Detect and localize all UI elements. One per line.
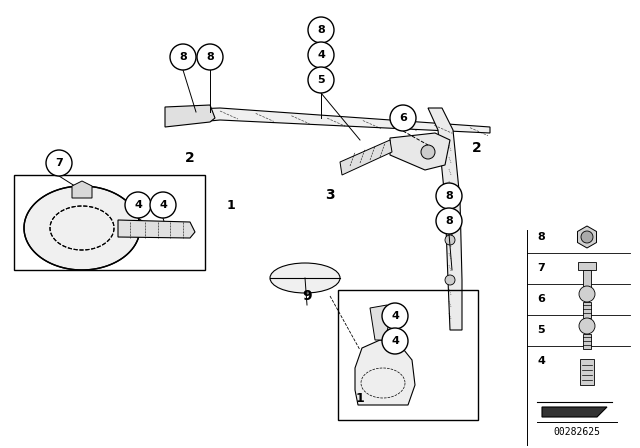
Ellipse shape (24, 186, 140, 270)
Ellipse shape (270, 263, 340, 293)
Text: 5: 5 (537, 325, 545, 335)
Text: 4: 4 (159, 200, 167, 210)
Polygon shape (390, 133, 450, 170)
Circle shape (382, 328, 408, 354)
Circle shape (170, 44, 196, 70)
Text: 6: 6 (399, 113, 407, 123)
Text: 1: 1 (227, 198, 236, 211)
Circle shape (308, 67, 334, 93)
Text: 6: 6 (537, 294, 545, 304)
Circle shape (579, 286, 595, 302)
Circle shape (421, 145, 435, 159)
Text: 3: 3 (325, 188, 335, 202)
Text: 8: 8 (317, 25, 325, 35)
Text: 8: 8 (179, 52, 187, 62)
Text: 4: 4 (317, 50, 325, 60)
Text: 4: 4 (537, 356, 545, 366)
Text: 2: 2 (472, 141, 482, 155)
Text: 8: 8 (206, 52, 214, 62)
Text: 8: 8 (445, 191, 453, 201)
Text: 9: 9 (302, 289, 312, 303)
Text: 5: 5 (317, 75, 325, 85)
Circle shape (445, 275, 455, 285)
Circle shape (125, 192, 151, 218)
Text: 8: 8 (445, 216, 453, 226)
Circle shape (445, 235, 455, 245)
Circle shape (581, 231, 593, 243)
Text: 4: 4 (391, 311, 399, 321)
Text: 4: 4 (134, 200, 142, 210)
Polygon shape (167, 108, 490, 133)
Polygon shape (118, 220, 195, 238)
Circle shape (436, 208, 462, 234)
Polygon shape (583, 302, 591, 318)
Circle shape (436, 183, 462, 209)
Polygon shape (340, 140, 392, 175)
Polygon shape (370, 305, 392, 340)
Polygon shape (583, 270, 591, 288)
Text: 7: 7 (55, 158, 63, 168)
Text: 7: 7 (537, 263, 545, 273)
Circle shape (308, 17, 334, 43)
Polygon shape (165, 105, 215, 127)
Polygon shape (578, 262, 596, 270)
Polygon shape (428, 108, 462, 330)
Polygon shape (355, 340, 415, 405)
Circle shape (382, 303, 408, 329)
Circle shape (579, 318, 595, 334)
Circle shape (197, 44, 223, 70)
Circle shape (46, 150, 72, 176)
Text: 00282625: 00282625 (554, 427, 600, 437)
Polygon shape (583, 334, 591, 349)
Circle shape (390, 105, 416, 131)
Text: 2: 2 (185, 151, 195, 165)
FancyBboxPatch shape (580, 359, 594, 385)
Text: 4: 4 (391, 336, 399, 346)
Polygon shape (72, 181, 92, 198)
Text: 1: 1 (356, 392, 364, 405)
Text: 8: 8 (537, 232, 545, 242)
Circle shape (150, 192, 176, 218)
Polygon shape (542, 407, 607, 417)
Polygon shape (577, 226, 596, 248)
Circle shape (308, 42, 334, 68)
